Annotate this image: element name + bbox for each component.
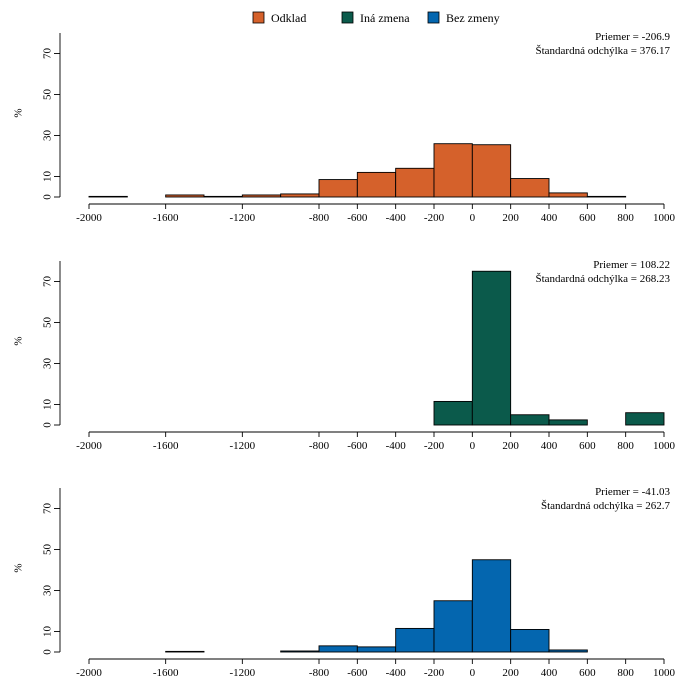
legend-label: Iná zmena xyxy=(360,11,410,25)
mean-label: Priemer = -206.9 xyxy=(595,31,670,43)
histogram-bar xyxy=(356,171,397,198)
x-tick-label: -800 xyxy=(309,667,330,679)
x-tick-label: -200 xyxy=(424,440,445,452)
sd-label: Štandardná odchýlka = 376.17 xyxy=(535,45,670,57)
histogram-bar xyxy=(433,143,473,198)
y-tick-label: 0 xyxy=(42,194,54,200)
x-tick-label: 200 xyxy=(502,212,519,224)
histogram-bar xyxy=(625,412,665,426)
x-tick-label: -600 xyxy=(347,212,368,224)
histogram-bar xyxy=(433,400,473,426)
y-axis-label: % xyxy=(13,563,25,572)
x-tick-label: 600 xyxy=(579,212,596,224)
y-tick-label: 70 xyxy=(42,503,54,515)
legend-label: Odklad xyxy=(271,11,306,25)
y-tick-label: 10 xyxy=(42,626,54,638)
histogram-bar xyxy=(471,144,512,198)
x-tick-label: -400 xyxy=(386,440,407,452)
x-tick-label: -200 xyxy=(424,667,445,679)
x-tick-label: -1600 xyxy=(153,667,179,679)
legend-swatch xyxy=(427,11,440,24)
legend-swatch xyxy=(341,11,354,24)
x-tick-label: 800 xyxy=(617,667,634,679)
x-tick-label: 400 xyxy=(541,440,558,452)
x-tick-label: 0 xyxy=(470,667,476,679)
x-tick-label: 0 xyxy=(470,212,476,224)
x-tick-label: -1200 xyxy=(229,440,255,452)
x-tick-label: 600 xyxy=(579,440,596,452)
y-tick-label: 50 xyxy=(42,544,54,556)
x-tick-label: -1600 xyxy=(153,212,179,224)
histogram-bar xyxy=(471,270,512,426)
histogram-bar xyxy=(318,179,358,198)
histogram-bar xyxy=(165,194,205,198)
y-tick-label: 50 xyxy=(42,89,54,101)
y-axis-label: % xyxy=(13,336,25,345)
x-tick-label: -800 xyxy=(309,440,330,452)
x-tick-label: 1000 xyxy=(653,212,676,224)
y-tick-label: 30 xyxy=(42,585,54,597)
y-tick-label: 70 xyxy=(42,48,54,60)
x-tick-label: -200 xyxy=(424,212,445,224)
histogram-bar xyxy=(586,195,627,198)
histogram-bar xyxy=(203,195,243,198)
x-tick-label: 800 xyxy=(617,212,634,224)
x-tick-label: -2000 xyxy=(76,440,102,452)
y-tick-label: 30 xyxy=(42,358,54,370)
histogram-bar xyxy=(165,650,205,653)
x-tick-label: -1200 xyxy=(229,667,255,679)
histogram-bar xyxy=(395,167,435,198)
x-tick-label: -1200 xyxy=(229,212,255,224)
x-tick-label: 200 xyxy=(502,667,519,679)
x-tick-label: 600 xyxy=(579,667,596,679)
histogram-bar xyxy=(318,645,358,653)
histogram-bar xyxy=(548,649,588,653)
x-tick-label: -2000 xyxy=(76,212,102,224)
histogram-bar xyxy=(356,646,397,653)
y-tick-label: 50 xyxy=(42,317,54,329)
histogram-bar xyxy=(280,193,320,198)
histogram-bar xyxy=(395,627,435,653)
x-tick-label: 400 xyxy=(541,212,558,224)
histogram-bar xyxy=(548,192,588,198)
histogram-bar xyxy=(471,559,512,653)
x-tick-label: 1000 xyxy=(653,440,676,452)
x-tick-label: -400 xyxy=(386,212,407,224)
sd-label: Štandardná odchýlka = 262.7 xyxy=(541,500,671,512)
x-tick-label: -600 xyxy=(347,667,368,679)
x-tick-label: 400 xyxy=(541,667,558,679)
x-tick-label: 200 xyxy=(502,440,519,452)
histogram-bar xyxy=(241,194,282,198)
histogram-bar xyxy=(510,414,550,426)
histogram-bar xyxy=(548,419,588,426)
x-tick-label: -600 xyxy=(347,440,368,452)
x-tick-label: 800 xyxy=(617,440,634,452)
x-tick-label: 0 xyxy=(470,440,476,452)
histogram-bar xyxy=(510,178,550,198)
x-tick-label: -1600 xyxy=(153,440,179,452)
histogram-bar xyxy=(280,650,320,653)
y-tick-label: 10 xyxy=(42,171,54,183)
legend-swatch xyxy=(252,11,265,24)
x-tick-label: 1000 xyxy=(653,667,676,679)
mean-label: Priemer = -41.03 xyxy=(595,486,670,498)
y-tick-label: 0 xyxy=(42,422,54,428)
y-axis-label: % xyxy=(13,108,25,117)
mean-label: Priemer = 108.22 xyxy=(593,259,670,271)
sd-label: Štandardná odchýlka = 268.23 xyxy=(535,273,670,285)
y-tick-label: 0 xyxy=(42,649,54,655)
y-tick-label: 10 xyxy=(42,399,54,411)
y-tick-label: 30 xyxy=(42,130,54,142)
x-tick-label: -800 xyxy=(309,212,330,224)
legend-label: Bez zmeny xyxy=(446,11,500,25)
y-tick-label: 70 xyxy=(42,276,54,288)
x-tick-label: -2000 xyxy=(76,667,102,679)
histogram-bar xyxy=(88,195,128,198)
histogram-bar xyxy=(510,629,550,653)
histogram-bar xyxy=(433,600,473,653)
x-tick-label: -400 xyxy=(386,667,407,679)
